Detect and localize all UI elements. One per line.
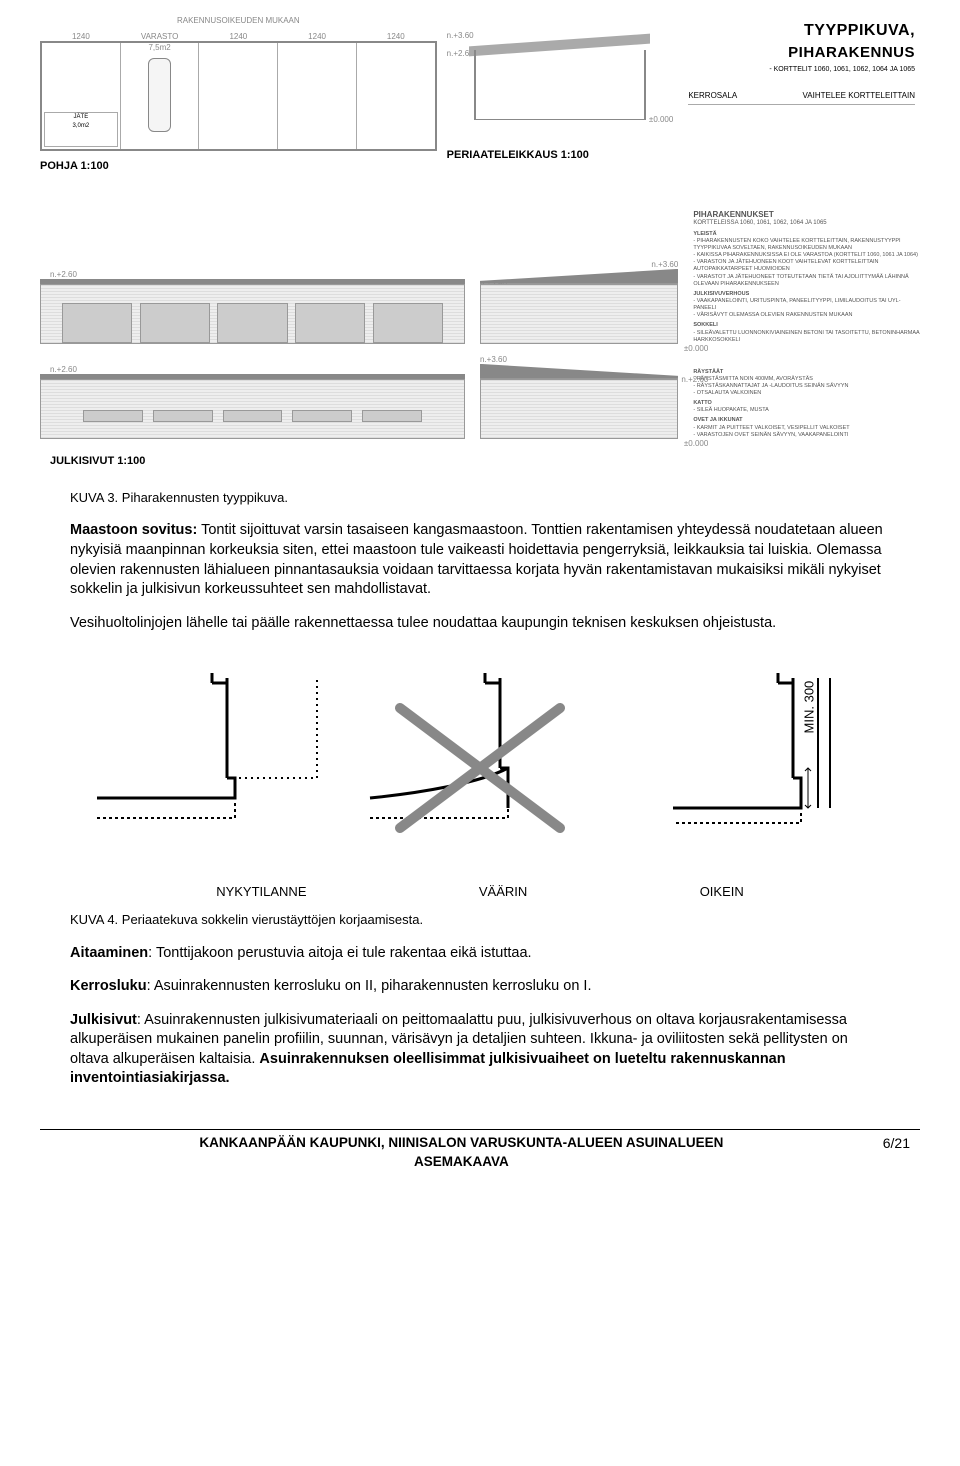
- plinth-diagrams: MIN. 300: [70, 663, 890, 863]
- label-vaarin: VÄÄRIN: [479, 883, 527, 901]
- elevations-label: JULKISIVUT 1:100: [50, 454, 920, 469]
- dim-top: RAKENNUSOIKEUDEN MUKAAN: [40, 15, 437, 26]
- heading-aitaaminen: Aitaaminen: [70, 945, 148, 961]
- page-footer: KANKAANPÄÄN KAUPUNKI, NIINISALON VARUSKU…: [40, 1129, 920, 1172]
- title-line1: TYYPPIKUVA,: [688, 20, 915, 42]
- para-kerrosluku: Kerrosluku: Asuinrakennusten kerrosluku …: [70, 977, 890, 997]
- section-drawing: n.+3.60 n.+2.60 ±0.000 PERIAATELEIKKAUS …: [447, 15, 674, 185]
- caption-kuva3: KUVA 3. Piharakennusten tyyppikuva.: [70, 489, 890, 507]
- body-text: KUVA 3. Piharakennusten tyyppikuva. Maas…: [70, 489, 890, 1089]
- page-number: 6/21: [883, 1134, 920, 1154]
- diagram-labels-row: NYKYTILANNE VÄÄRIN OIKEIN: [130, 883, 830, 901]
- section-label: PERIAATELEIKKAUS 1:100: [447, 148, 674, 163]
- diagram-vaarin: [360, 668, 600, 858]
- title-line2: PIHARAKENNUS: [688, 42, 915, 63]
- para-aitaaminen: Aitaaminen: Tonttijakoon perustuvia aito…: [70, 944, 890, 964]
- min-300-text: MIN. 300: [800, 681, 818, 734]
- elevation-notes: PIHARAKENNUKSET KORTTELEISSA 1060, 1061,…: [693, 210, 920, 344]
- floorplan-label: POHJA 1:100: [40, 159, 437, 174]
- elevation-front-1: n.+2.60: [40, 264, 465, 344]
- floorplan-drawing: RAKENNUSOIKEUDEN MUKAAN 1240 JÄTE 3,0m2 …: [40, 15, 437, 185]
- elevation-side-1: n.+3.60 n.+2.60 ±0.000: [480, 264, 678, 344]
- elevation-front-2: n.+2.60: [40, 359, 465, 439]
- label-oikein: OIKEIN: [700, 883, 744, 901]
- caption-kuva4: KUVA 4. Periaatekuva sokkelin vierustäyt…: [70, 911, 890, 929]
- heading-maastoon: Maastoon sovitus:: [70, 522, 197, 538]
- title-block: TYYPPIKUVA, PIHARAKENNUS - KORTTELIT 106…: [683, 15, 920, 185]
- para-julkisivut: Julkisivut: Asuinrakennusten julkisivuma…: [70, 1011, 890, 1089]
- para-maastoon: Maastoon sovitus: Tontit sijoittuvat var…: [70, 521, 890, 599]
- label-nykytilanne: NYKYTILANNE: [216, 883, 306, 901]
- diagram-nykytilanne: [87, 668, 327, 858]
- diagram-oikein: MIN. 300: [633, 668, 873, 858]
- footer-title: KANKAANPÄÄN KAUPUNKI, NIINISALON VARUSKU…: [40, 1134, 883, 1172]
- elevation-notes-continued: RÄYSTÄÄT- RÄYSTÄSMITTA NOIN 400MM, AVORÄ…: [693, 366, 920, 439]
- type-drawing-header: RAKENNUSOIKEUDEN MUKAAN 1240 JÄTE 3,0m2 …: [40, 15, 920, 195]
- title-line3: - KORTTELIT 1060, 1061, 1062, 1064 JA 10…: [688, 65, 915, 75]
- heading-julkisivut: Julkisivut: [70, 1012, 137, 1028]
- para-vesihuolto: Vesihuoltolinjojen lähelle tai päälle ra…: [70, 614, 890, 634]
- elevation-side-2: n.+3.60 n.+2.60 ±0.000: [480, 359, 678, 439]
- heading-kerrosluku: Kerrosluku: [70, 978, 147, 994]
- elevations-block: n.+2.60 n.+3.60 n.+2.60 ±0.000 PIHARAKEN…: [40, 210, 920, 469]
- car-icon: [148, 58, 171, 132]
